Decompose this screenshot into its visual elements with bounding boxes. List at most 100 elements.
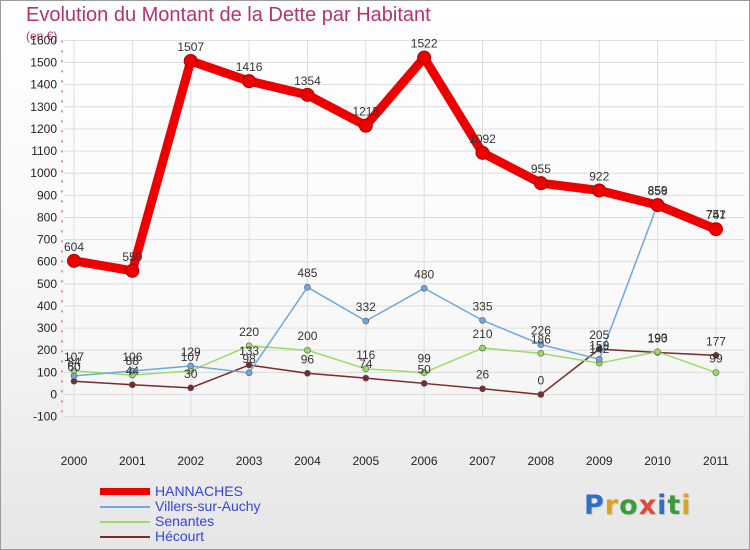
y-tick-label: 200 bbox=[37, 343, 57, 357]
data-point bbox=[712, 352, 720, 359]
data-label: 177 bbox=[706, 334, 726, 348]
data-point bbox=[362, 365, 370, 373]
data-point bbox=[125, 263, 140, 278]
data-point bbox=[420, 380, 428, 387]
legend-swatch-villers-sur-auchy bbox=[100, 506, 150, 508]
data-label: 190 bbox=[648, 331, 668, 345]
chart-legend: HANNACHES Villers-sur-Auchy Senantes Héc… bbox=[100, 484, 360, 544]
y-tick-label: 400 bbox=[37, 299, 57, 313]
series-line-h-court bbox=[73, 348, 717, 396]
data-label: 485 bbox=[297, 266, 317, 280]
data-point bbox=[420, 284, 428, 292]
data-label: 129 bbox=[181, 345, 201, 359]
x-tick-label: 2008 bbox=[528, 454, 555, 468]
data-point bbox=[712, 369, 720, 376]
data-point bbox=[304, 346, 311, 354]
logo-letter: i bbox=[657, 490, 668, 521]
data-label: 107 bbox=[181, 350, 201, 364]
legend-item-hecourt: Hécourt bbox=[100, 529, 360, 544]
data-label: 186 bbox=[531, 332, 551, 346]
data-point bbox=[300, 87, 315, 102]
data-point bbox=[420, 369, 428, 376]
logo-letter: o bbox=[619, 490, 639, 521]
x-tick-label: 2010 bbox=[644, 454, 671, 468]
data-point bbox=[533, 176, 548, 191]
data-label: 74 bbox=[359, 357, 373, 371]
data-label: 1507 bbox=[177, 40, 204, 54]
data-point bbox=[537, 391, 545, 398]
x-tick-label: 2002 bbox=[177, 454, 204, 468]
data-label: 1416 bbox=[236, 60, 263, 74]
data-label: 99 bbox=[417, 352, 431, 366]
data-point bbox=[245, 342, 253, 350]
data-point bbox=[67, 253, 81, 268]
data-point bbox=[183, 54, 198, 69]
data-label: 335 bbox=[473, 299, 493, 313]
data-label: 1354 bbox=[294, 74, 321, 88]
data-label: 44 bbox=[126, 364, 140, 378]
data-label: 747 bbox=[706, 208, 726, 222]
data-label: 1215 bbox=[352, 105, 379, 119]
data-label: 96 bbox=[301, 352, 315, 366]
data-label: 0 bbox=[538, 374, 545, 388]
data-label: 133 bbox=[239, 344, 259, 358]
data-point bbox=[245, 369, 253, 377]
data-label: 88 bbox=[126, 354, 140, 368]
data-label: 50 bbox=[417, 362, 431, 376]
y-tick-label: 100 bbox=[37, 365, 57, 379]
data-label: 116 bbox=[356, 348, 375, 362]
data-label: 99 bbox=[709, 352, 723, 366]
legend-label-senantes: Senantes bbox=[155, 513, 215, 529]
data-point bbox=[358, 118, 373, 133]
data-label: 1092 bbox=[469, 132, 496, 146]
data-point bbox=[304, 369, 311, 377]
data-label: 480 bbox=[414, 267, 434, 281]
data-point bbox=[129, 367, 136, 375]
legend-item-hannaches: HANNACHES bbox=[100, 484, 360, 499]
data-point bbox=[537, 350, 545, 357]
logo-letter: r bbox=[604, 490, 620, 521]
logo-letter: P bbox=[584, 490, 605, 521]
data-label: 332 bbox=[356, 300, 376, 314]
data-label: 1522 bbox=[411, 37, 438, 51]
y-tick-label: 300 bbox=[37, 321, 57, 335]
data-point bbox=[187, 384, 195, 392]
data-label: 559 bbox=[122, 250, 142, 264]
data-label: 107 bbox=[64, 350, 84, 364]
y-tick-label: 800 bbox=[37, 210, 57, 224]
data-label: 859 bbox=[648, 183, 668, 197]
data-point bbox=[592, 183, 607, 198]
data-point bbox=[479, 317, 486, 324]
y-tick-label: 1500 bbox=[30, 56, 57, 70]
legend-swatch-hannaches bbox=[100, 488, 150, 495]
data-point bbox=[595, 356, 603, 363]
x-tick-label: 2003 bbox=[236, 454, 263, 468]
x-tick-label: 2007 bbox=[469, 454, 496, 468]
plot-area bbox=[64, 40, 744, 417]
logo-letter: i bbox=[681, 490, 692, 521]
legend-item-senantes: Senantes bbox=[100, 514, 360, 529]
y-tick-label: 700 bbox=[37, 233, 57, 247]
y-tick-label: 600 bbox=[37, 255, 57, 269]
x-tick-label: 2009 bbox=[586, 454, 613, 468]
data-label: 30 bbox=[184, 367, 198, 381]
series-line-villers-sur-auchy bbox=[73, 203, 717, 377]
legend-label-hecourt: Hécourt bbox=[155, 528, 205, 544]
data-label: 205 bbox=[589, 328, 609, 342]
legend-label-villers-sur-auchy: Villers-sur-Auchy bbox=[155, 498, 261, 514]
y-tick-label: 0 bbox=[50, 388, 57, 402]
data-point bbox=[242, 74, 257, 89]
logo-letter: x bbox=[638, 490, 658, 521]
data-label: 193 bbox=[648, 331, 668, 345]
x-tick-label: 2000 bbox=[61, 454, 88, 468]
data-label: 106 bbox=[122, 350, 142, 364]
data-label: 955 bbox=[531, 162, 551, 176]
data-label: 220 bbox=[239, 325, 259, 339]
logo-letter: t bbox=[667, 490, 682, 521]
data-point bbox=[129, 381, 136, 389]
data-label: 226 bbox=[531, 323, 551, 337]
y-tick-label: 1400 bbox=[30, 78, 57, 92]
data-label: 142 bbox=[589, 342, 609, 356]
